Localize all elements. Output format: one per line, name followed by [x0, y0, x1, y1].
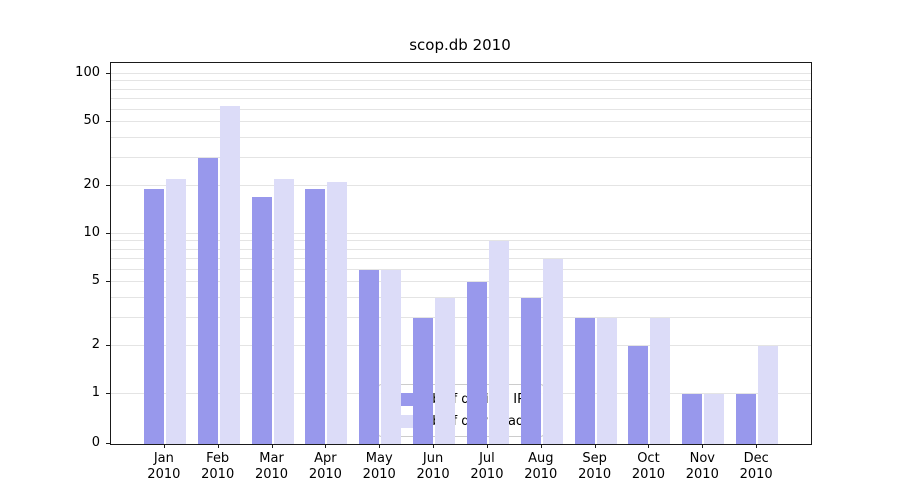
gridline	[111, 88, 811, 90]
x-tick-label: May 2010	[362, 451, 396, 482]
gridline	[111, 344, 811, 346]
y-tick-label: 0	[91, 435, 100, 450]
bar-downloads	[542, 258, 563, 444]
x-tick-label: Jun 2010	[416, 451, 450, 482]
gridline	[111, 268, 811, 270]
legend-entry: Nb of distinct IPs	[388, 392, 531, 407]
bar-downloads	[381, 269, 402, 444]
plot-area: Nb of distinct IPs Nb of downloads	[110, 62, 812, 445]
bar-downloads	[704, 394, 725, 444]
y-tick-mark	[106, 121, 110, 123]
y-tick-mark	[106, 443, 110, 444]
gridline	[111, 316, 811, 318]
gridline	[111, 296, 811, 298]
bar-downloads	[488, 241, 509, 444]
x-tick-mark	[540, 444, 542, 448]
legend: Nb of distinct IPs Nb of downloads	[377, 384, 545, 437]
x-tick-label: Aug 2010	[524, 451, 558, 482]
gridline	[111, 73, 811, 74]
bar-distinct-ips	[413, 317, 434, 444]
bar-distinct-ips	[466, 282, 487, 444]
x-tick-mark	[433, 444, 435, 448]
bar-distinct-ips	[520, 297, 541, 444]
gridline	[111, 136, 811, 138]
y-tick-mark	[106, 344, 110, 346]
bar-distinct-ips	[251, 197, 272, 444]
gridline	[111, 156, 811, 158]
x-tick-mark	[379, 444, 381, 448]
bar-downloads	[327, 182, 348, 444]
x-tick-label: Apr 2010	[308, 451, 342, 482]
y-tick-mark	[106, 73, 110, 74]
y-tick-label: 10	[83, 225, 100, 240]
gridline	[111, 281, 811, 283]
gridline	[111, 240, 811, 242]
gridline	[111, 233, 811, 234]
bar-downloads	[596, 317, 617, 444]
y-tick-label: 2	[91, 336, 100, 352]
gridline	[111, 257, 811, 259]
y-tick-label: 50	[83, 113, 100, 129]
gridline	[111, 80, 811, 82]
bar-distinct-ips	[359, 269, 380, 444]
x-tick-mark	[486, 444, 488, 448]
x-tick-mark	[271, 444, 273, 448]
bar-distinct-ips	[574, 317, 595, 444]
gridline	[111, 184, 811, 186]
bar-distinct-ips	[197, 157, 218, 444]
y-tick-mark	[106, 281, 110, 283]
x-tick-mark	[648, 444, 650, 448]
x-tick-mark	[217, 444, 219, 448]
x-tick-label: Jan 2010	[147, 451, 181, 482]
y-tick-label: 5	[91, 273, 100, 289]
gridline	[111, 248, 811, 250]
x-tick-mark	[594, 444, 596, 448]
x-tick-label: Mar 2010	[254, 451, 289, 482]
legend-entry: Nb of downloads	[388, 414, 532, 429]
x-tick-label: Dec 2010	[739, 451, 773, 482]
bar-downloads	[435, 297, 456, 444]
bar-distinct-ips	[736, 394, 757, 444]
x-tick-label: Oct 2010	[631, 451, 665, 482]
y-tick-mark	[106, 393, 110, 394]
x-tick-mark	[163, 444, 165, 448]
bar-downloads	[650, 317, 671, 444]
x-tick-label: Sep 2010	[578, 451, 612, 482]
x-tick-label: Jul 2010	[470, 451, 504, 482]
x-tick-mark	[325, 444, 327, 448]
bar-distinct-ips	[305, 189, 326, 444]
bar-distinct-ips	[143, 189, 164, 444]
bar-downloads	[165, 179, 186, 444]
chart-title: scop.db 2010	[409, 36, 511, 54]
bar-distinct-ips	[628, 345, 649, 444]
x-tick-label: Nov 2010	[685, 451, 719, 482]
y-tick-label: 100	[75, 65, 100, 80]
bar-downloads	[273, 179, 294, 444]
x-tick-label: Feb 2010	[201, 451, 235, 482]
y-tick-label: 1	[91, 385, 100, 400]
gridline	[111, 97, 811, 99]
y-tick-mark	[106, 233, 110, 234]
bar-distinct-ips	[682, 394, 703, 444]
gridline	[111, 121, 811, 123]
bar-downloads	[219, 106, 240, 444]
x-tick-mark	[756, 444, 758, 448]
bar-downloads	[758, 345, 779, 444]
y-tick-label: 20	[83, 176, 100, 192]
y-tick-mark	[106, 184, 110, 186]
gridline	[111, 108, 811, 110]
x-tick-mark	[702, 444, 704, 448]
